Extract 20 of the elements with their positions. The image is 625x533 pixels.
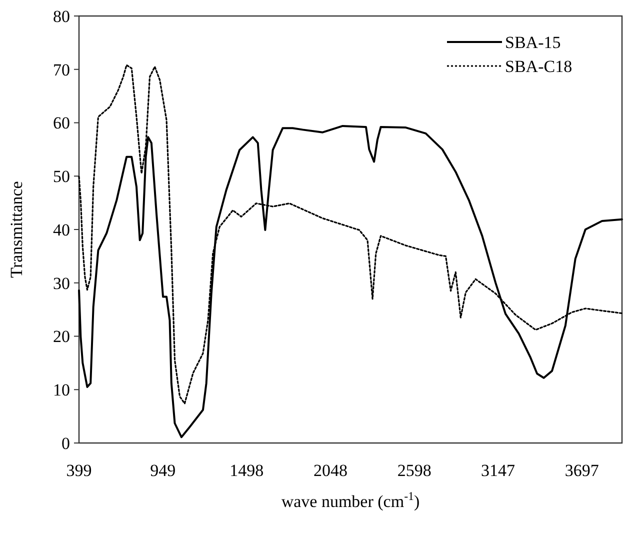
x-tick-label: 2048 bbox=[313, 461, 348, 480]
legend-label: SBA-C18 bbox=[505, 56, 572, 76]
y-tick-label: 70 bbox=[53, 60, 70, 80]
y-tick-label: 60 bbox=[53, 114, 70, 133]
y-tick-label: 0 bbox=[62, 434, 70, 453]
x-tick-label: 3697 bbox=[564, 461, 600, 480]
y-tick-label: 30 bbox=[53, 274, 70, 293]
x-tick-label: 949 bbox=[150, 461, 176, 480]
y-tick-label: 40 bbox=[53, 220, 70, 240]
x-tick-label: 399 bbox=[66, 461, 92, 480]
y-tick-label: 80 bbox=[53, 6, 70, 26]
x-tick-label: 1498 bbox=[230, 461, 264, 480]
x-tick-label: 3147 bbox=[481, 461, 516, 480]
y-axis-title: Transmittance bbox=[7, 181, 26, 278]
legend-label: SBA-15 bbox=[505, 32, 561, 52]
x-axis-title: wave number (cm$^{-1}$) bbox=[281, 489, 420, 511]
x-tick-label: 2598 bbox=[397, 461, 432, 480]
y-tick-label: 20 bbox=[53, 327, 70, 346]
y-tick-label: 50 bbox=[53, 167, 70, 186]
y-tick-label: 10 bbox=[53, 380, 70, 400]
